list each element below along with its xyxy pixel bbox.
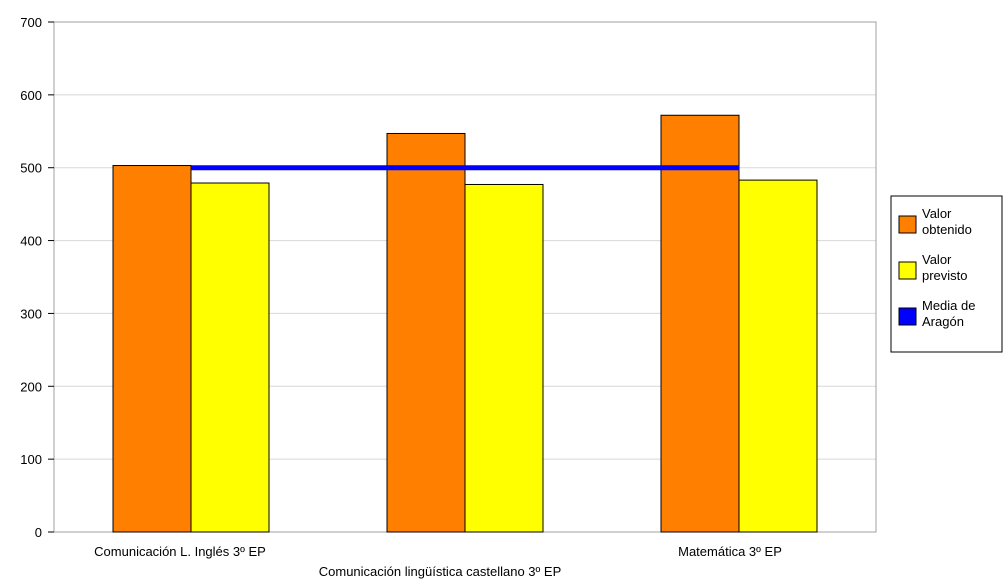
y-tick-label: 700 (20, 15, 42, 30)
x-axis-category-labels: Comunicación L. Inglés 3º EP Comunicación… (94, 544, 782, 579)
y-axis-ticks: 0 100 200 300 400 500 600 700 (20, 15, 54, 540)
y-tick-label: 200 (20, 379, 42, 394)
bar-valor-previsto (190, 182, 270, 533)
bar-valor-obtenido (386, 132, 466, 533)
y-tick-label: 600 (20, 88, 42, 103)
x-category-label: Comunicación lingüística castellano 3º E… (319, 564, 562, 579)
bars (112, 114, 818, 533)
x-category-label: Comunicación L. Inglés 3º EP (94, 544, 266, 559)
legend-swatch (898, 261, 917, 280)
legend-swatch (898, 307, 917, 326)
legend-label: Valor previsto (922, 252, 968, 283)
y-tick-label: 500 (20, 161, 42, 176)
bar-valor-previsto (738, 179, 818, 533)
bar-valor-obtenido (112, 165, 192, 533)
y-tick-label: 300 (20, 306, 42, 321)
x-category-label: Matemática 3º EP (678, 544, 782, 559)
legend-swatch (898, 215, 917, 234)
legend-label: Media de Aragón (922, 298, 975, 329)
y-tick-label: 100 (20, 452, 42, 467)
y-tick-label: 400 (20, 234, 42, 249)
legend-label: Valor obtenido (922, 206, 972, 237)
bar-valor-previsto (464, 183, 544, 533)
legend: Valor obtenido Valor previsto Media de Aragón (890, 195, 1003, 353)
bar-valor-obtenido (660, 114, 740, 533)
y-tick-label: 0 (35, 525, 42, 540)
